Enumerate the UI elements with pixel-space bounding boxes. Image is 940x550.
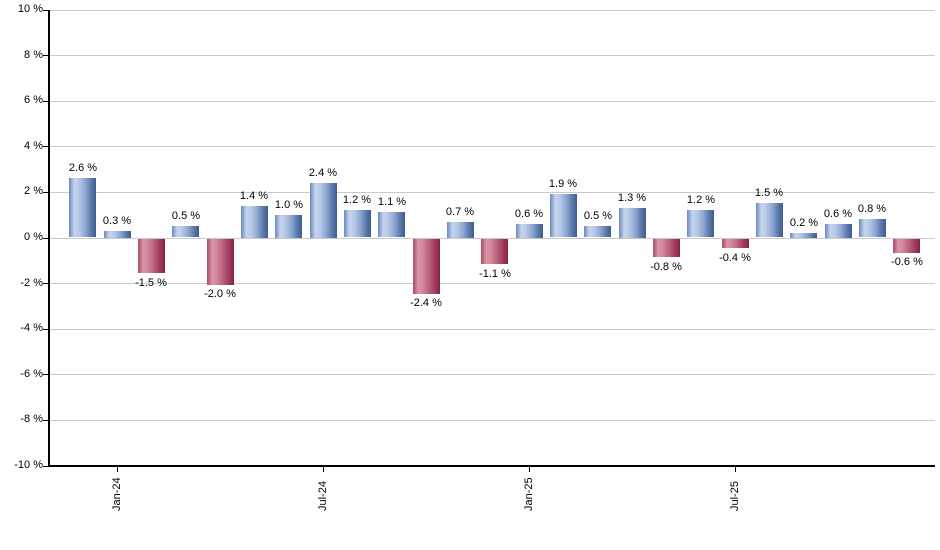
- y-axis-tick-mark: [43, 466, 48, 467]
- bar: [241, 206, 268, 238]
- y-axis-tick-mark: [43, 374, 48, 375]
- bar-value-label: 0.5 %: [171, 210, 201, 222]
- x-axis-tick-mark: [529, 467, 530, 472]
- bar: [619, 208, 646, 238]
- x-axis-tick-mark: [735, 467, 736, 472]
- bar-value-label: 2.4 %: [308, 167, 338, 179]
- bar: [722, 239, 749, 248]
- bar-value-label: 1.5 %: [754, 187, 784, 199]
- y-axis-tick-mark: [43, 101, 48, 102]
- x-axis-line: [48, 465, 935, 467]
- bar: [447, 222, 474, 238]
- bar-value-label: -0.8 %: [650, 261, 682, 273]
- bar: [378, 212, 405, 237]
- bar-value-label: 0.3 %: [102, 215, 132, 227]
- bar: [172, 226, 199, 237]
- gridline: [48, 101, 935, 102]
- bar: [310, 183, 337, 238]
- bar-value-label: -1.1 %: [479, 268, 511, 280]
- bar-value-label: -0.6 %: [891, 256, 923, 268]
- gridline: [48, 238, 935, 239]
- bar: [893, 239, 920, 253]
- bar: [825, 224, 852, 238]
- bar: [756, 203, 783, 237]
- y-axis-tick-mark: [43, 420, 48, 421]
- bar-value-label: 1.9 %: [548, 178, 578, 190]
- gridline: [48, 192, 935, 193]
- bar-value-label: 1.2 %: [686, 194, 716, 206]
- gridline: [48, 283, 935, 284]
- bar: [653, 239, 680, 257]
- gridline: [48, 55, 935, 56]
- bar: [550, 194, 577, 237]
- bar-value-label: 0.6 %: [823, 208, 853, 220]
- gridline: [48, 329, 935, 330]
- y-axis-tick-label: -10 %: [14, 459, 43, 471]
- y-axis-tick-label: 8 %: [24, 49, 43, 61]
- bar: [104, 231, 131, 238]
- bar: [344, 210, 371, 237]
- y-axis-tick-mark: [43, 238, 48, 239]
- bar-value-label: 2.6 %: [68, 162, 98, 174]
- y-axis-tick-label: 0 %: [24, 231, 43, 243]
- y-axis-tick-label: -8 %: [20, 413, 43, 425]
- bar: [481, 239, 508, 264]
- x-axis-tick-mark: [323, 467, 324, 472]
- bar: [413, 239, 440, 294]
- bar-value-label: 1.0 %: [274, 199, 304, 211]
- bar: [69, 178, 96, 237]
- y-axis-line: [48, 10, 50, 466]
- y-axis-tick-label: 2 %: [24, 185, 43, 197]
- y-axis-tick-label: 10 %: [17, 3, 43, 15]
- x-axis-tick-mark: [117, 467, 118, 472]
- bar-value-label: 0.5 %: [583, 210, 613, 222]
- bar-value-label: 0.6 %: [514, 208, 544, 220]
- bar-value-label: 0.8 %: [857, 203, 887, 215]
- bar: [790, 233, 817, 238]
- bar-value-label: -2.0 %: [204, 288, 236, 300]
- y-axis-tick-label: 4 %: [24, 140, 43, 152]
- bar: [584, 226, 611, 237]
- x-axis-tick-label: Jan-25: [523, 477, 535, 511]
- y-axis-tick-label: -2 %: [20, 277, 43, 289]
- gridline: [48, 420, 935, 421]
- y-axis-tick-mark: [43, 146, 48, 147]
- x-axis-tick-label: Jul-25: [729, 481, 741, 511]
- x-axis-tick-label: Jan-24: [111, 477, 123, 511]
- bar-value-label: 1.4 %: [239, 190, 269, 202]
- bar: [138, 239, 165, 273]
- gridline: [48, 10, 935, 11]
- bar: [687, 210, 714, 237]
- bar-value-label: 1.1 %: [377, 196, 407, 208]
- y-axis-tick-label: 6 %: [24, 94, 43, 106]
- bar-value-label: 0.7 %: [445, 206, 475, 218]
- bar-value-label: 1.3 %: [617, 192, 647, 204]
- y-axis-tick-label: -6 %: [20, 368, 43, 380]
- y-axis-tick-mark: [43, 329, 48, 330]
- y-axis-tick-label: -4 %: [20, 322, 43, 334]
- bar: [207, 239, 234, 285]
- gridline: [48, 374, 935, 375]
- y-axis-tick-mark: [43, 55, 48, 56]
- bar-value-label: 1.2 %: [342, 194, 372, 206]
- y-axis-tick-mark: [43, 10, 48, 11]
- bar-value-label: -0.4 %: [719, 252, 751, 264]
- y-axis-tick-mark: [43, 283, 48, 284]
- bar-value-label: -2.4 %: [410, 297, 442, 309]
- bar-value-label: 0.2 %: [789, 217, 819, 229]
- bar-value-label: -1.5 %: [135, 277, 167, 289]
- gridline: [48, 146, 935, 147]
- bar: [859, 219, 886, 237]
- bar: [516, 224, 543, 238]
- y-axis-tick-mark: [43, 192, 48, 193]
- x-axis-tick-label: Jul-24: [317, 481, 329, 511]
- bar: [275, 215, 302, 238]
